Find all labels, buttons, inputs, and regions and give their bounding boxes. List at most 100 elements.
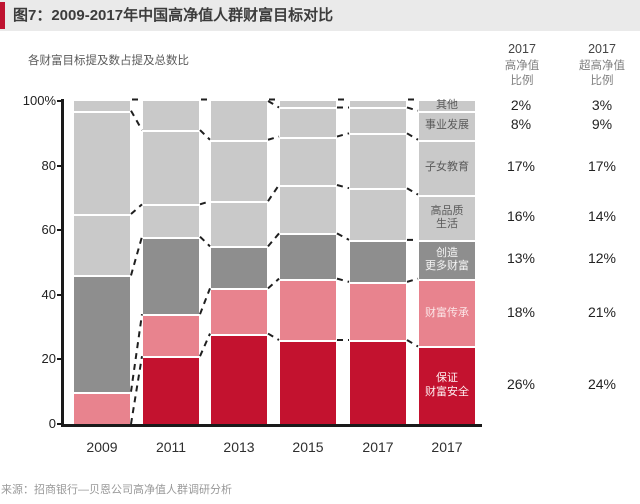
segment-label-创造更多财富: 创造 更多财富 [425, 246, 469, 273]
bar-segment-2017-其他 [350, 101, 406, 108]
stacked-bar-2017-5: 保证 财富安全 财富传承 创造 更多财富 高品质 生活 子女教育 事业发展 其他 [419, 98, 475, 424]
pct-value-hnw-其他: 2% [510, 96, 532, 113]
pct-value-uhnw-其他: 3% [591, 96, 613, 113]
stacked-bar-2013-2 [211, 101, 267, 424]
y-tick-label: 80 [41, 157, 56, 173]
bar-segment-2015-创造更多财富 [280, 233, 336, 279]
chart-subtitle: 各财富目标提及数占提及总数比 [28, 55, 189, 67]
bar-segment-2017-高品质生活 [350, 188, 406, 240]
bar-segment-2015-财富传承 [280, 278, 336, 341]
bar-segment-2017-子女教育: 子女教育 [419, 139, 475, 195]
bar-segment-2009-财富传承 [74, 391, 130, 424]
pct-value-hnw-子女教育: 17% [506, 158, 536, 175]
bar-segment-2009-其他 [74, 101, 130, 111]
segment-label-保证财富安全: 保证 财富安全 [425, 372, 469, 399]
column-header-group: 超高净值 [579, 60, 625, 72]
bar-segment-2017-保证财富安全 [350, 340, 406, 424]
column-header-hnw: 2017 高净值 比例 [486, 42, 558, 89]
pct-value-uhnw-事业发展: 9% [591, 116, 613, 133]
bar-segment-2009-创造更多财富 [74, 275, 130, 392]
pct-value-uhnw-财富传承: 21% [587, 303, 617, 320]
bar-segment-2011-高品质生活 [143, 204, 199, 237]
y-tick-mark [57, 423, 62, 425]
plot-area: 保证 财富安全 财富传承 创造 更多财富 高品质 生活 子女教育 事业发展 其他 [63, 98, 480, 424]
pct-value-hnw-高品质生活: 16% [506, 208, 536, 225]
segment-label-子女教育: 子女教育 [425, 161, 469, 174]
pct-value-hnw-财富传承: 18% [506, 303, 536, 320]
column-header-uhnw: 2017 超高净值 比例 [566, 42, 638, 89]
bar-segment-2009-高品质生活 [74, 214, 130, 276]
segment-label-高品质生活: 高品质 生活 [430, 204, 464, 231]
bar-segment-2017-事业发展: 事业发展 [419, 110, 475, 140]
bar-segment-2013-事业发展 [211, 101, 267, 140]
bar-segment-2013-子女教育 [211, 139, 267, 202]
y-axis-line [61, 99, 64, 426]
bar-segment-2017-高品质生活: 高品质 生活 [419, 194, 475, 240]
bar-segment-2015-事业发展 [280, 107, 336, 137]
y-tick-mark [57, 164, 62, 167]
column-header-year: 2017 [508, 42, 536, 56]
bar-segment-2017-事业发展 [350, 107, 406, 134]
y-tick-label: 60 [41, 222, 56, 238]
bar-segment-2017-财富传承: 财富传承 [419, 278, 475, 347]
bar-segment-2015-子女教育 [280, 136, 336, 185]
pct-value-uhnw-创造更多财富: 12% [587, 250, 617, 267]
y-tick-label: 0 [48, 416, 56, 431]
column-header-group: 高净值 [504, 60, 540, 72]
bar-segment-2013-财富传承 [211, 288, 267, 334]
y-tick-label: 20 [41, 351, 56, 367]
x-axis-label-2017-5: 2017 [431, 439, 463, 455]
title-accent-stripe [0, 2, 5, 29]
column-header-ratio: 比例 [590, 75, 614, 87]
pct-value-hnw-事业发展: 8% [510, 116, 532, 133]
source-note: 来源：招商银行—贝恩公司高净值人群调研分析 [1, 484, 232, 496]
stacked-bar-2015-3 [280, 101, 336, 424]
bar-segment-2017-子女教育 [350, 133, 406, 189]
bar-segment-2013-高品质生活 [211, 201, 267, 247]
pct-value-uhnw-子女教育: 17% [587, 158, 617, 175]
bar-segment-2009-子女教育 [74, 110, 130, 215]
bar-segment-2011-财富传承 [143, 314, 199, 357]
bar-segment-2011-创造更多财富 [143, 236, 199, 315]
bar-segment-2015-高品质生活 [280, 185, 336, 234]
x-axis-label-2017-4: 2017 [362, 439, 394, 455]
bar-segment-2017-创造更多财富 [350, 239, 406, 282]
bar-segment-2011-事业发展 [143, 101, 199, 131]
column-header-ratio: 比例 [510, 75, 534, 87]
x-axis-label-2015-3: 2015 [292, 439, 324, 455]
bar-segment-2015-保证财富安全 [280, 340, 336, 424]
y-tick-mark [57, 100, 62, 102]
y-tick-mark [57, 293, 62, 296]
segment-label-事业发展: 事业发展 [425, 119, 469, 132]
x-axis-label-2011-1: 2011 [155, 439, 187, 455]
figure-title-bar: 图7：2009-2017年中国高净值人群财富目标对比 [0, 0, 640, 31]
bar-segment-2013-保证财富安全 [211, 333, 267, 424]
segment-label-其他: 其他 [436, 98, 458, 111]
bar-segment-2017-保证财富安全: 保证 财富安全 [419, 346, 475, 424]
stacked-bar-2017-4 [350, 101, 406, 424]
x-axis-label-2009-0: 2009 [86, 439, 118, 455]
y-tick-label: 40 [41, 286, 56, 302]
x-axis-line [61, 424, 482, 427]
y-tick-mark [57, 358, 62, 361]
bar-segment-2011-保证财富安全 [143, 356, 199, 424]
figure-title: 图7：2009-2017年中国高净值人群财富目标对比 [13, 7, 334, 24]
x-axis-label-2013-2: 2013 [223, 439, 255, 455]
bar-segment-2017-创造更多财富: 创造 更多财富 [419, 239, 475, 279]
stacked-bar-2009-0 [74, 101, 130, 424]
stacked-bar-2011-1 [143, 101, 199, 424]
bar-segment-2011-子女教育 [143, 130, 199, 205]
column-header-year: 2017 [588, 42, 616, 56]
pct-value-hnw-创造更多财富: 13% [506, 250, 536, 267]
bar-segment-2017-财富传承 [350, 281, 406, 341]
pct-value-hnw-保证财富安全: 26% [506, 376, 536, 393]
bar-segment-2015-其他 [280, 101, 336, 108]
pct-value-uhnw-保证财富安全: 24% [587, 376, 617, 393]
segment-label-财富传承: 财富传承 [425, 306, 469, 319]
y-tick-label: 100% [22, 93, 56, 108]
bar-segment-2017-其他: 其他 [419, 98, 475, 111]
bar-segment-2013-创造更多财富 [211, 246, 267, 289]
pct-value-uhnw-高品质生活: 14% [587, 208, 617, 225]
y-tick-mark [57, 229, 62, 232]
